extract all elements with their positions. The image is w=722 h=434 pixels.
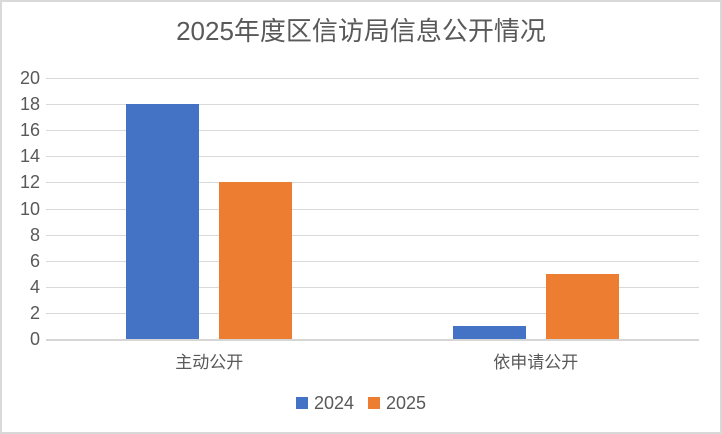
x-category-label: 主动公开 [175, 353, 244, 372]
legend-item: 2024 [295, 393, 354, 413]
y-axis-tick-label: 6 [29, 250, 40, 271]
y-axis-tick-label: 14 [19, 146, 40, 167]
y-axis-tick-label: 20 [19, 68, 40, 88]
gridline [46, 104, 699, 106]
y-axis-tick-label: 4 [29, 276, 40, 297]
legend-label: 2025 [386, 393, 427, 413]
y-axis-tick-label: 16 [19, 120, 40, 141]
bar-2025 [219, 182, 293, 339]
gridline [46, 208, 699, 210]
y-axis-tick-label: 8 [29, 224, 40, 245]
gridline [46, 156, 699, 158]
y-axis-tick-label: 2 [29, 302, 40, 323]
gridline [46, 182, 699, 184]
legend-item: 2025 [368, 393, 426, 413]
x-category-label: 依申请公开 [493, 353, 579, 372]
bar-2024 [126, 104, 200, 339]
legend-swatch [295, 397, 308, 409]
legend-swatch [368, 397, 380, 409]
gridline [46, 234, 699, 236]
legend-label: 2024 [313, 393, 354, 413]
gridline [46, 312, 699, 314]
y-axis-tick-label: 0 [29, 329, 40, 349]
x-axis-line [46, 339, 699, 341]
gridline [46, 78, 699, 79]
y-axis-tick-label: 10 [19, 198, 40, 219]
gridline [46, 286, 699, 288]
gridline [46, 130, 699, 132]
bar-2024 [452, 325, 526, 339]
bar-2025 [545, 273, 619, 339]
gridline [46, 260, 699, 262]
chart-title: 2025年度区信访局信息公开情况 [176, 16, 546, 46]
plot-area [46, 78, 699, 341]
y-axis-tick-label: 12 [19, 172, 40, 193]
legend: 2024 2025 [2, 393, 720, 413]
y-axis-tick-label: 18 [19, 94, 40, 115]
